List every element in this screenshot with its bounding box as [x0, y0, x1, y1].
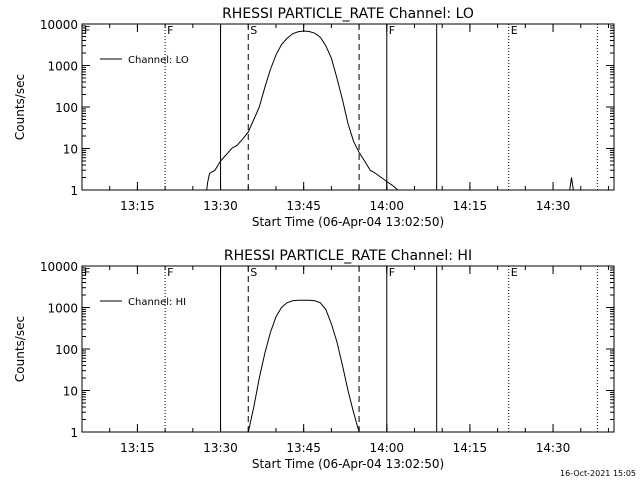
- x-axis-label: Start Time (06-Apr-04 13:02:50): [252, 215, 444, 229]
- event-marker-label: E: [511, 266, 518, 279]
- event-marker-label: F: [84, 24, 90, 37]
- footer-timestamp: 16-Oct-2021 15:05: [560, 469, 636, 478]
- x-tick-label: 14:00: [369, 441, 404, 455]
- y-tick-label: 10000: [40, 260, 78, 274]
- x-tick-label: 14:15: [453, 441, 488, 455]
- plot-frame: [81, 23, 615, 191]
- x-tick-label: 13:45: [286, 441, 321, 455]
- y-tick-label: 1: [70, 184, 78, 198]
- y-tick-label: 1: [70, 426, 78, 440]
- x-tick-label: 13:15: [120, 199, 155, 213]
- chart-title: RHESSI PARTICLE_RATE Channel: LO: [222, 6, 474, 22]
- event-marker-label: F: [84, 266, 90, 279]
- series-line: [247, 299, 360, 433]
- series-line: [206, 30, 399, 191]
- y-axis-label: Counts/sec: [13, 316, 27, 382]
- y-tick-label: 10: [63, 143, 78, 157]
- panel-hi: RHESSI PARTICLE_RATE Channel: HI Counts/s…: [13, 248, 615, 471]
- y-tick-label: 100: [55, 101, 78, 115]
- x-tick-label: 14:30: [536, 441, 571, 455]
- x-tick-label: 14:00: [369, 199, 404, 213]
- y-tick-label: 1000: [47, 302, 78, 316]
- chart-title: RHESSI PARTICLE_RATE Channel: HI: [224, 248, 472, 264]
- x-tick-label: 14:30: [536, 199, 571, 213]
- y-tick-label: 100: [55, 343, 78, 357]
- y-axis-label: Counts/sec: [13, 74, 27, 140]
- event-marker-label: S: [250, 24, 257, 37]
- legend-entry: Channel: LO: [128, 55, 189, 66]
- event-marker-label: F: [167, 266, 173, 279]
- y-tick-label: 1000: [47, 60, 78, 74]
- event-marker-label: E: [511, 24, 518, 37]
- event-marker-label: F: [389, 266, 395, 279]
- x-tick-label: 13:15: [120, 441, 155, 455]
- series-line: [569, 177, 574, 191]
- event-marker-label: F: [167, 24, 173, 37]
- legend-entry: Channel: HI: [128, 297, 186, 308]
- y-tick-label: 10: [63, 385, 78, 399]
- event-marker-label: F: [389, 24, 395, 37]
- x-tick-label: 14:15: [453, 199, 488, 213]
- plot-frame: [81, 265, 615, 433]
- y-tick-label: 10000: [40, 18, 78, 32]
- x-tick-label: 13:45: [286, 199, 321, 213]
- panel-lo: RHESSI PARTICLE_RATE Channel: LO Counts/s…: [13, 6, 615, 229]
- event-marker-label: S: [250, 266, 257, 279]
- x-tick-label: 13:30: [203, 441, 238, 455]
- x-tick-label: 13:30: [203, 199, 238, 213]
- x-axis-label: Start Time (06-Apr-04 13:02:50): [252, 457, 444, 471]
